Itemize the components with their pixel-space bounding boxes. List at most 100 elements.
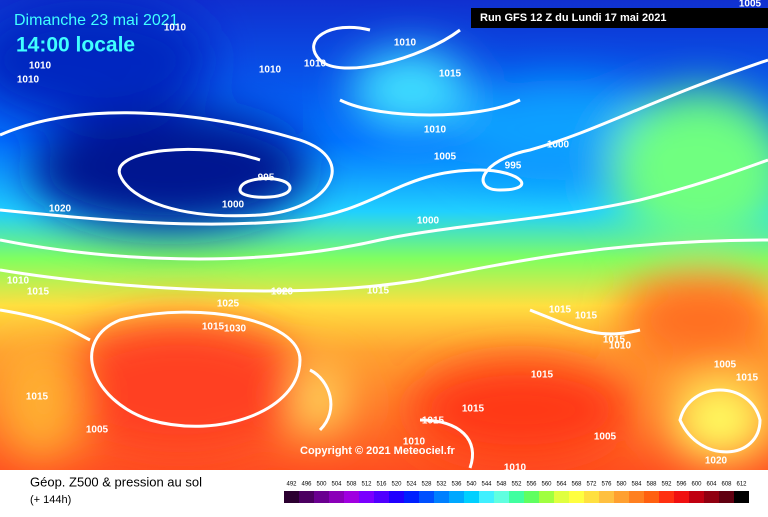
- scale-label: 532: [436, 482, 447, 488]
- isobar-label: 1015: [367, 286, 390, 297]
- scale-swatch: [494, 491, 509, 503]
- header-time: 14:00 locale: [16, 34, 135, 57]
- scale-label: 596: [676, 482, 687, 488]
- isobar-label: 1015: [736, 373, 759, 384]
- scale-swatch: [719, 491, 734, 503]
- isobar-labels: 1010100510101010101010101010101510101005…: [7, 0, 762, 474]
- isobar-label: 1010: [259, 65, 282, 76]
- scale-swatch: [299, 491, 314, 503]
- isobar-label: 1010: [504, 463, 527, 474]
- scale-label: 612: [736, 482, 747, 488]
- isobar-label: 1015: [462, 404, 485, 415]
- isobar-label: 1015: [603, 335, 626, 346]
- scale-label: 540: [466, 482, 477, 488]
- footer-title: Géop. Z500 & pression au sol: [30, 474, 202, 489]
- footer-lead: (+ 144h): [30, 494, 71, 506]
- isobar-label: 1015: [26, 392, 49, 403]
- scale-swatch: [734, 491, 749, 503]
- isobar-label: 1005: [739, 0, 762, 10]
- scale-swatch: [614, 491, 629, 503]
- scale-swatch: [359, 491, 374, 503]
- scale-swatch: [599, 491, 614, 503]
- isobar-label: 995: [258, 173, 275, 184]
- run-box: [471, 8, 768, 28]
- scale-swatch: [374, 491, 389, 503]
- scale-label: 580: [616, 482, 627, 488]
- scale-swatch: [479, 491, 494, 503]
- scale-label: 568: [571, 482, 582, 488]
- isobar-label: 1020: [705, 456, 728, 467]
- map: [0, 0, 768, 470]
- isobar-label: 1005: [86, 425, 109, 436]
- isobar-label: 1005: [714, 360, 737, 371]
- color-scale: 492 496 500 504 508 512 516 520 524 528 532 536 540 5…: [284, 482, 749, 503]
- isobar-label: 1005: [434, 152, 457, 163]
- scale-swatch: [539, 491, 554, 503]
- scale-swatch: [644, 491, 659, 503]
- scale-label: 588: [646, 482, 657, 488]
- scale-swatch: [569, 491, 584, 503]
- scale-label: 504: [331, 482, 342, 488]
- isobar-label: 1010: [29, 61, 52, 72]
- scale-label: 552: [511, 482, 522, 488]
- scale-swatch: [419, 491, 434, 503]
- isobar-label: 1030: [224, 324, 247, 335]
- scale-swatch: [284, 491, 299, 503]
- isobar-label: 1015: [27, 287, 50, 298]
- scale-label: 520: [391, 482, 402, 488]
- isobar-label: 1015: [549, 305, 572, 316]
- scale-label: 560: [541, 482, 552, 488]
- scale-label: 556: [526, 482, 537, 488]
- scale-label: 608: [721, 482, 732, 488]
- scale-swatch: [524, 491, 539, 503]
- scale-swatch: [464, 491, 479, 503]
- scale-label: 500: [316, 482, 327, 488]
- isobar-label: 1015: [202, 322, 225, 333]
- scale-swatch: [434, 491, 449, 503]
- scale-label: 492: [286, 482, 297, 488]
- scale-label: 592: [661, 482, 672, 488]
- scale-label: 600: [691, 482, 702, 488]
- scale-swatch: [344, 491, 359, 503]
- isobar-label: 1025: [217, 299, 240, 310]
- scale-swatch: [329, 491, 344, 503]
- scale-swatch: [629, 491, 644, 503]
- scale-swatch: [704, 491, 719, 503]
- scale-label: 548: [496, 482, 507, 488]
- isobar-label: 1015: [575, 311, 598, 322]
- isobar-label: 1010: [609, 341, 632, 352]
- isobar-label: 1015: [422, 416, 445, 427]
- scale-swatch: [389, 491, 404, 503]
- scale-label: 508: [346, 482, 357, 488]
- scale-swatch: [314, 491, 329, 503]
- scale-label: 584: [631, 482, 642, 488]
- scale-label: 572: [586, 482, 597, 488]
- scale-label: 524: [406, 482, 417, 488]
- scale-label: 576: [601, 482, 612, 488]
- isobar-label: 1010: [17, 75, 40, 86]
- scale-label: 528: [421, 482, 432, 488]
- scale-swatch: [659, 491, 674, 503]
- isobar-label: 1015: [439, 69, 462, 80]
- copyright: Copyright © 2021 Meteociel.fr: [300, 445, 456, 457]
- isobar-label: 1020: [49, 204, 72, 215]
- scale-label: 512: [361, 482, 372, 488]
- isobar-label: 1010: [304, 59, 327, 70]
- isobar-label: 1010: [7, 276, 30, 287]
- scale-swatch: [404, 491, 419, 503]
- isobar-label: 1010: [403, 437, 426, 448]
- scale-swatch: [584, 491, 599, 503]
- isobar-label: 1010: [394, 38, 417, 49]
- isobar-label: 1000: [547, 140, 570, 151]
- isobar-label: 1015: [531, 370, 554, 381]
- isobars: [0, 25, 768, 469]
- scale-label: 564: [556, 482, 567, 488]
- isobar-label: 1005: [594, 432, 617, 443]
- scale-label: 604: [706, 482, 717, 488]
- scale-label: 544: [481, 482, 492, 488]
- isobar-label: 995: [505, 161, 522, 172]
- isobar-label: 1000: [417, 216, 440, 227]
- scale-label: 516: [376, 482, 387, 488]
- scale-swatch: [509, 491, 524, 503]
- isobar-label: 1000: [222, 200, 245, 211]
